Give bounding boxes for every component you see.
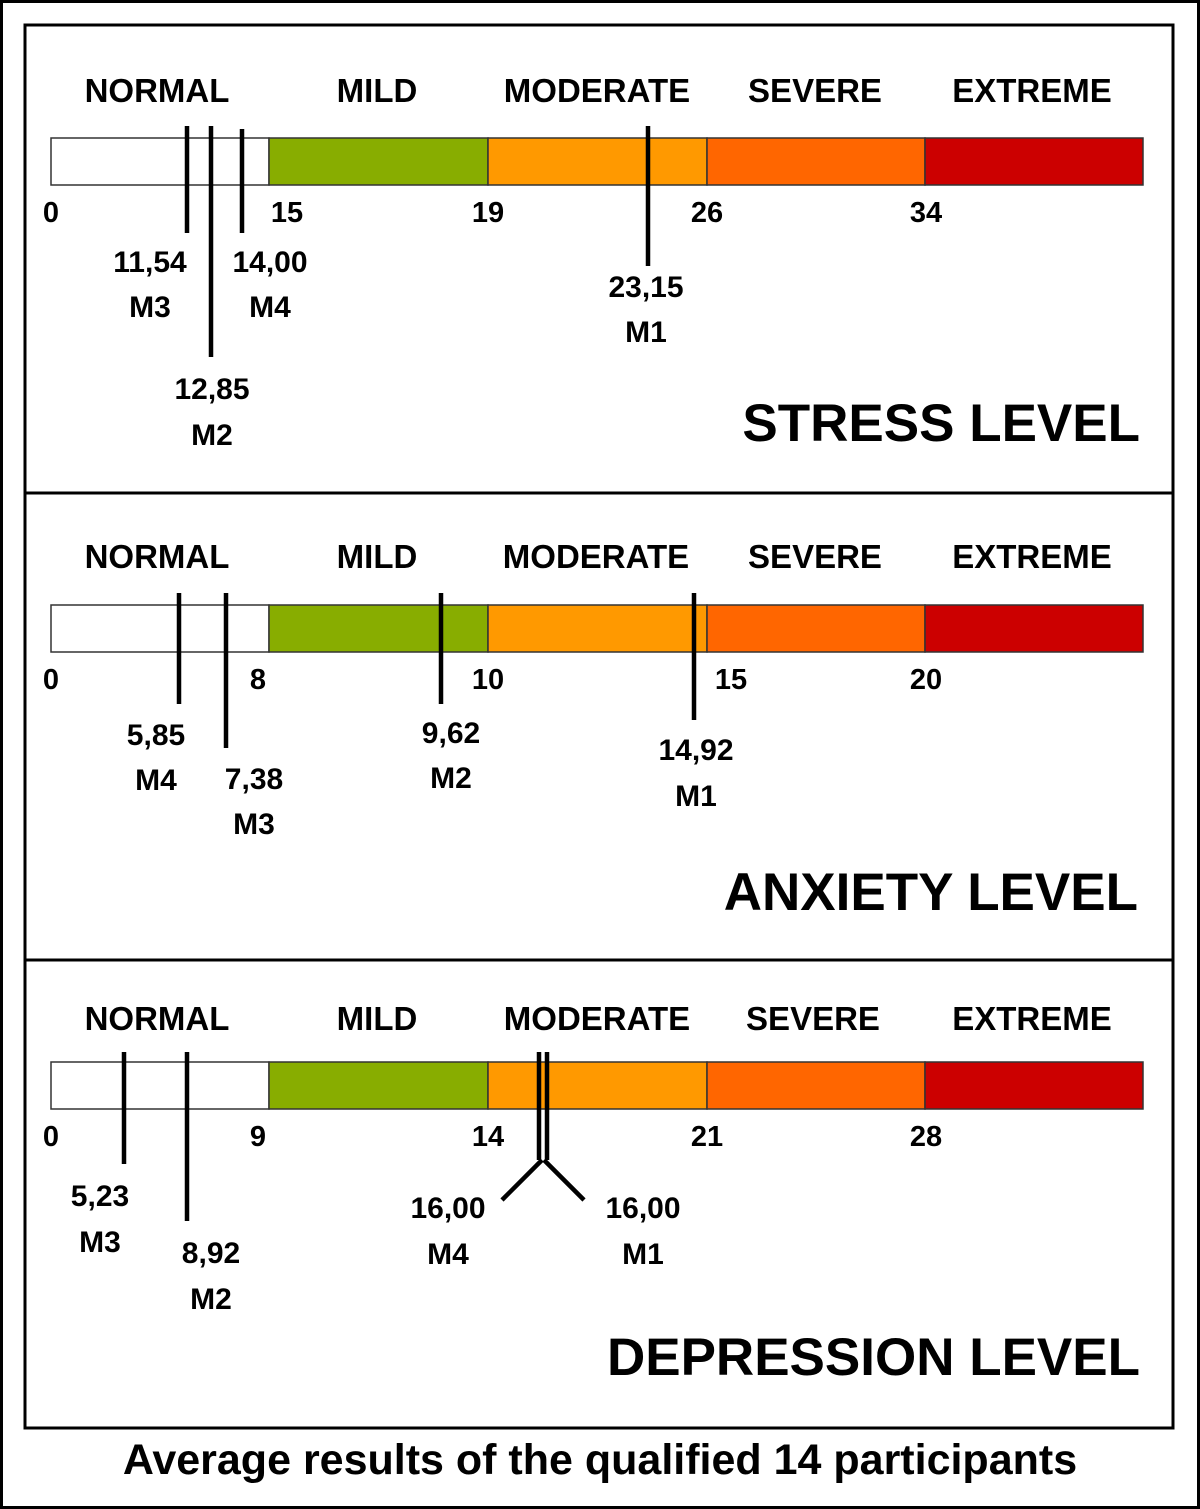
figure-caption: Average results of the qualified 14 part… xyxy=(122,1436,1078,1484)
threshold-label: 26 xyxy=(691,197,723,229)
marker-value: 12,85 xyxy=(174,373,249,406)
segment-extreme xyxy=(924,604,1144,653)
segment-normal xyxy=(50,604,270,653)
threshold-label: 9 xyxy=(250,1121,266,1153)
threshold-label: 14 xyxy=(472,1121,504,1153)
segment-moderate xyxy=(487,604,708,653)
threshold-label: 34 xyxy=(910,197,942,229)
severity-bar xyxy=(50,137,1144,186)
segment-moderate xyxy=(487,137,708,186)
segment-mild xyxy=(268,1061,489,1110)
segment-mild xyxy=(268,137,489,186)
category-label: SEVERE xyxy=(746,1000,880,1037)
threshold-label: 19 xyxy=(472,197,504,229)
segment-mild xyxy=(268,604,489,653)
marker-label: M4 xyxy=(135,764,177,797)
threshold-label: 15 xyxy=(271,197,303,229)
marker-leader-m1 xyxy=(542,1158,586,1202)
marker-value: 8,92 xyxy=(182,1237,240,1270)
marker-label: M1 xyxy=(622,1238,664,1271)
category-label: MODERATE xyxy=(504,1000,690,1037)
category-label: SEVERE xyxy=(748,538,882,575)
panel-title: ANXIETY LEVEL xyxy=(724,863,1138,922)
marker-label: M2 xyxy=(191,419,233,452)
marker-value: 5,23 xyxy=(71,1180,129,1213)
panel-title: STRESS LEVEL xyxy=(742,394,1140,453)
category-label: MILD xyxy=(337,538,418,575)
marker-value: 5,85 xyxy=(127,719,185,752)
marker-value: 16,00 xyxy=(410,1192,485,1225)
category-label: EXTREME xyxy=(952,72,1112,109)
marker-label: M3 xyxy=(129,291,171,324)
marker-leader-m4 xyxy=(500,1158,544,1202)
severity-bar xyxy=(50,604,1144,653)
category-label: SEVERE xyxy=(748,72,882,109)
marker-label: M3 xyxy=(79,1226,121,1259)
segment-extreme xyxy=(924,137,1144,186)
segment-severe xyxy=(706,137,926,186)
marker-label: M3 xyxy=(233,808,275,841)
severity-bar xyxy=(50,1061,1144,1110)
category-label: NORMAL xyxy=(85,1000,230,1037)
panel-stress: NORMAL MILD MODERATE SEVERE EXTREME 0 15… xyxy=(43,72,1144,453)
threshold-label: 8 xyxy=(250,664,266,696)
marker-label: M1 xyxy=(625,316,667,349)
category-label: NORMAL xyxy=(85,538,230,575)
inner-border xyxy=(23,23,1175,1430)
marker-value: 14,92 xyxy=(658,734,733,767)
category-label: MILD xyxy=(337,1000,418,1037)
category-label: MODERATE xyxy=(504,72,690,109)
threshold-label: 0 xyxy=(43,197,59,229)
marker-value: 7,38 xyxy=(225,763,283,796)
marker-value: 23,15 xyxy=(608,271,683,304)
marker-label: M1 xyxy=(675,780,717,813)
marker-value: 16,00 xyxy=(605,1192,680,1225)
threshold-label: 10 xyxy=(472,664,504,696)
panel-title: DEPRESSION LEVEL xyxy=(607,1328,1140,1387)
panel-anxiety: NORMAL MILD MODERATE SEVERE EXTREME 0 8 … xyxy=(43,538,1144,922)
threshold-label: 20 xyxy=(910,664,942,696)
segment-normal xyxy=(50,137,270,186)
category-label: EXTREME xyxy=(952,538,1112,575)
marker-value: 14,00 xyxy=(232,246,307,279)
threshold-label: 0 xyxy=(43,1121,59,1153)
segment-extreme xyxy=(924,1061,1144,1110)
category-label: EXTREME xyxy=(952,1000,1112,1037)
marker-value: 9,62 xyxy=(422,717,480,750)
segment-moderate xyxy=(487,1061,708,1110)
marker-label: M2 xyxy=(430,762,472,795)
marker-label: M2 xyxy=(190,1283,232,1316)
threshold-label: 28 xyxy=(910,1121,942,1153)
marker-value: 11,54 xyxy=(113,246,187,279)
marker-label: M4 xyxy=(249,291,291,324)
threshold-label: 0 xyxy=(43,664,59,696)
threshold-label: 15 xyxy=(715,664,747,696)
category-label: MODERATE xyxy=(503,538,689,575)
panel-depression: NORMAL MILD MODERATE SEVERE EXTREME 0 9 … xyxy=(43,1000,1144,1387)
segment-normal xyxy=(50,1061,270,1110)
category-label: NORMAL xyxy=(85,72,230,109)
marker-label: M4 xyxy=(427,1238,469,1271)
category-label: MILD xyxy=(337,72,418,109)
segment-severe xyxy=(706,604,926,653)
segment-severe xyxy=(706,1061,926,1110)
threshold-label: 21 xyxy=(691,1121,723,1153)
